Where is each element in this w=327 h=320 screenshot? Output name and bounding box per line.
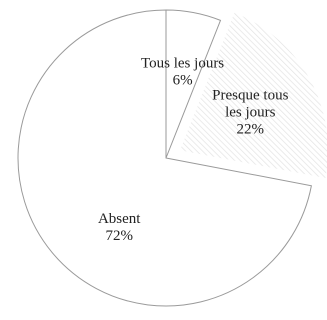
pie-slice-name: Tous les jours — [141, 55, 224, 71]
pie-slices — [17, 9, 327, 307]
pie-slice-percent: 22% — [237, 122, 265, 138]
pie-labels: Tous les jours 6%Presque tous les jours 22%… — [98, 55, 289, 244]
pie-slice-label-0: Tous les jours 6% — [141, 55, 224, 88]
pie-slice-name: les jours — [225, 105, 276, 121]
pie-slice-2 — [17, 9, 312, 307]
pie-slice-percent: 72% — [105, 228, 133, 244]
pie-slice-name: Absent — [98, 211, 141, 227]
pie-slice-label-1: Presque tous les jours 22% — [212, 88, 288, 138]
pie-slice-name: Presque tous — [212, 88, 288, 104]
pie-slice-label-2: Absent 72% — [98, 211, 141, 244]
pie-slice-percent: 6% — [173, 72, 193, 88]
pie-slice-1 — [180, 12, 327, 179]
